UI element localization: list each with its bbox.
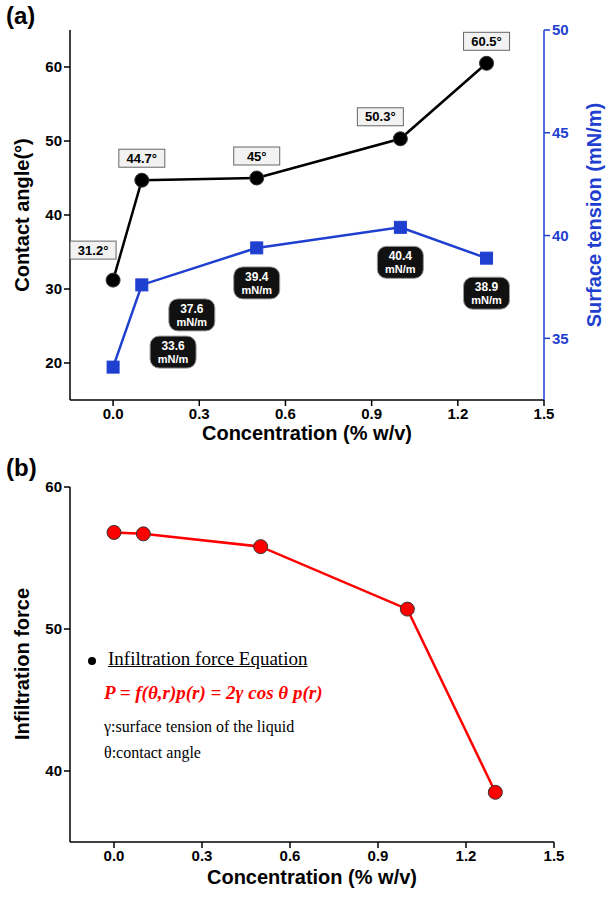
svg-text:60.5°: 60.5°	[471, 34, 502, 49]
svg-text:0.0: 0.0	[104, 847, 125, 864]
svg-text:35: 35	[552, 330, 569, 347]
svg-text:1.2: 1.2	[456, 847, 477, 864]
svg-text:mN/m: mN/m	[471, 294, 502, 306]
svg-text:31.2°: 31.2°	[78, 243, 109, 258]
svg-text:50: 50	[45, 620, 62, 637]
html-text:P = f(θ,r)p(r) = 2γ cos θ p(r): P = f(θ,r)p(r) = 2γ cos θ p(r)	[104, 682, 323, 703]
svg-text:mN/m: mN/m	[241, 284, 272, 296]
svg-text:0.3: 0.3	[189, 405, 210, 422]
svg-text:40.4: 40.4	[389, 249, 413, 263]
html-text:θ:contact angle: θ:contact angle	[104, 744, 201, 761]
html-text:Infiltration force: Infiltration force	[10, 587, 33, 741]
svg-text:1.5: 1.5	[544, 847, 565, 864]
html-text:γ:surface tension of the liqui: γ:surface tension of the liquid	[104, 718, 295, 735]
html-text:Contact angle(°): Contact angle(°)	[10, 138, 33, 292]
svg-text:0.6: 0.6	[280, 847, 301, 864]
svg-text:0.0: 0.0	[103, 405, 124, 422]
svg-text:44.7°: 44.7°	[127, 151, 158, 166]
svg-text:20: 20	[45, 354, 62, 371]
svg-text:33.6: 33.6	[161, 339, 185, 353]
html-text:Concentration (% w/v): Concentration (% w/v)	[202, 422, 412, 444]
html-text:(a): (a)	[6, 2, 36, 29]
svg-text:39.4: 39.4	[245, 270, 269, 284]
svg-text:mN/m: mN/m	[177, 316, 208, 328]
svg-text:40: 40	[552, 227, 569, 244]
svg-text:38.9: 38.9	[475, 280, 499, 294]
html-text:Surface tension (mN/m): Surface tension (mN/m)	[582, 102, 605, 328]
html-text:(b): (b)	[6, 454, 37, 481]
svg-text:50: 50	[552, 21, 569, 38]
svg-text:40: 40	[45, 762, 62, 779]
svg-text:0.9: 0.9	[368, 847, 389, 864]
svg-text:50.3°: 50.3°	[365, 109, 396, 124]
svg-text:30: 30	[45, 280, 62, 297]
svg-text:mN/m: mN/m	[158, 353, 189, 365]
svg-text:1.2: 1.2	[447, 405, 468, 422]
svg-text:45°: 45°	[247, 149, 267, 164]
svg-text:60: 60	[45, 58, 62, 75]
svg-text:60: 60	[45, 478, 62, 495]
svg-text:50: 50	[45, 132, 62, 149]
svg-text:0.9: 0.9	[361, 405, 382, 422]
svg-text:mN/m: mN/m	[385, 263, 416, 275]
svg-text:1.5: 1.5	[534, 405, 555, 422]
html-text:Concentration (% w/v): Concentration (% w/v)	[207, 866, 417, 888]
svg-text:45: 45	[552, 124, 569, 141]
svg-text:0.6: 0.6	[275, 405, 296, 422]
svg-text:40: 40	[45, 206, 62, 223]
svg-text:37.6: 37.6	[180, 302, 204, 316]
svg-text:0.3: 0.3	[192, 847, 213, 864]
html-text:Infiltration force Equation: Infiltration force Equation	[108, 648, 308, 669]
